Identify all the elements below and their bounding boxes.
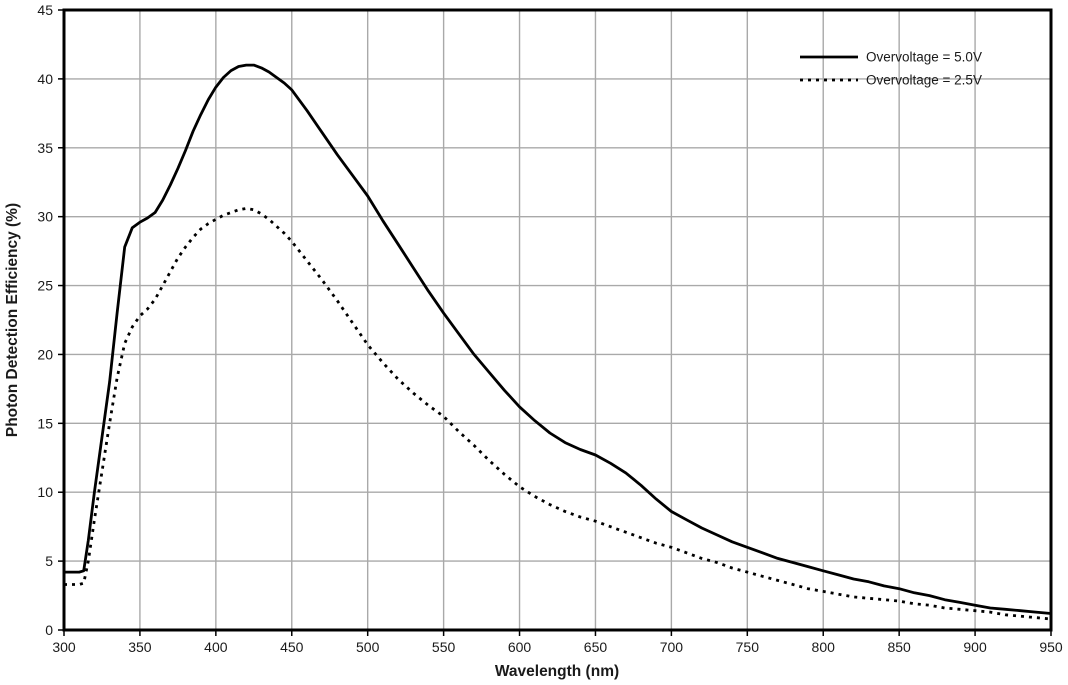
y-tick-label: 15 — [37, 415, 53, 431]
x-tick-label: 700 — [660, 639, 684, 655]
series-line-overvoltage-2-5v — [64, 206, 1052, 621]
y-tick-label: 0 — [45, 622, 53, 638]
x-tick-label: 400 — [204, 639, 228, 655]
series-line-overvoltage-5v — [64, 63, 1052, 615]
y-tick-label: 45 — [37, 2, 53, 18]
x-tick-label: 500 — [356, 639, 380, 655]
y-tick-label: 40 — [37, 71, 53, 87]
y-tick-label: 5 — [45, 553, 53, 569]
x-tick-label: 550 — [432, 639, 456, 655]
y-tick-label: 20 — [37, 346, 53, 362]
x-tick-label: 450 — [280, 639, 304, 655]
legend-label: Overvoltage = 5.0V — [866, 50, 982, 65]
tick-labels: 300 350 400 450 500 550 600 650 700 750 800 850 900 9… — [37, 2, 1062, 655]
x-tick-label: 800 — [812, 639, 836, 655]
y-tick-label: 35 — [37, 140, 53, 156]
x-axis-title: Wavelength (nm) — [495, 663, 619, 680]
legend-item: Overvoltage = 5.0V — [800, 50, 982, 65]
y-tick-label: 30 — [37, 209, 53, 225]
x-tick-label: 950 — [1039, 639, 1063, 655]
y-tick-label: 25 — [37, 278, 53, 294]
plot-area-border — [62, 8, 1053, 632]
legend-label: Overvoltage = 2.5V — [866, 73, 982, 88]
x-tick-label: 850 — [887, 639, 911, 655]
legend: Overvoltage = 5.0V Overvoltage = 2.5V — [800, 50, 982, 88]
x-tick-label: 750 — [736, 639, 760, 655]
legend-item: Overvoltage = 2.5V — [800, 73, 982, 88]
x-tick-label: 350 — [128, 639, 152, 655]
x-tick-label: 900 — [963, 639, 987, 655]
x-tick-label: 650 — [584, 639, 608, 655]
x-tick-label: 600 — [508, 639, 532, 655]
y-axis-title: Photon Detection Efficiency (%) — [4, 203, 21, 437]
gridlines — [64, 10, 1051, 630]
x-tick-label: 300 — [52, 639, 76, 655]
data-series — [64, 63, 1052, 621]
y-tick-label: 10 — [37, 484, 53, 500]
